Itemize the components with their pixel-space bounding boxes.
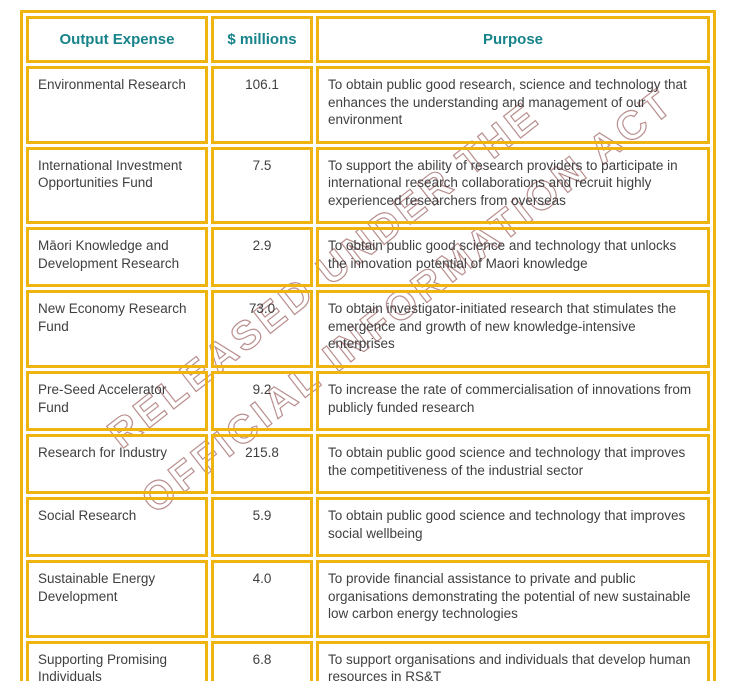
table-row: Sustainable Energy Development 4.0 To pr…: [26, 560, 710, 638]
expense-cell: Māori Knowledge and Development Research: [26, 227, 208, 288]
purpose-cell: To provide financial assistance to priva…: [316, 560, 710, 638]
amount-cell: 9.2: [211, 371, 313, 432]
amount-cell: 5.9: [211, 497, 313, 558]
table-row: Environmental Research 106.1 To obtain p…: [26, 66, 710, 144]
expense-cell: Supporting Promising Individuals: [26, 640, 208, 681]
purpose-cell: To obtain public good research, science …: [316, 66, 710, 144]
expense-cell: Sustainable Energy Development: [26, 560, 208, 638]
expense-cell: New Economy Research Fund: [26, 290, 208, 369]
table-row: Māori Knowledge and Development Research…: [26, 227, 710, 288]
header-row: Output Expense $ millions Purpose: [26, 16, 710, 63]
amount-cell: 4.0: [211, 560, 313, 638]
amount-cell: 7.5: [211, 146, 313, 225]
purpose-cell: To obtain investigator-initiated researc…: [316, 290, 710, 369]
amount-cell: 215.8: [211, 434, 313, 495]
expense-cell: International Investment Opportunities F…: [26, 146, 208, 225]
purpose-cell: To increase the rate of commercialisatio…: [316, 371, 710, 432]
purpose-cell: To support organisations and individuals…: [316, 640, 710, 681]
amount-cell: 73.0: [211, 290, 313, 369]
col-header-millions: $ millions: [211, 16, 313, 63]
table-row: Supporting Promising Individuals 6.8 To …: [26, 640, 710, 681]
col-header-purpose: Purpose: [316, 16, 710, 63]
amount-cell: 106.1: [211, 66, 313, 144]
purpose-cell: To obtain public good science and techno…: [316, 434, 710, 495]
purpose-cell: To obtain public good science and techno…: [316, 227, 710, 288]
amount-cell: 6.8: [211, 640, 313, 681]
table-row: New Economy Research Fund 73.0 To obtain…: [26, 290, 710, 369]
expense-cell: Research for Industry: [26, 434, 208, 495]
expense-cell: Environmental Research: [26, 66, 208, 144]
col-header-output-expense: Output Expense: [26, 16, 208, 63]
amount-cell: 2.9: [211, 227, 313, 288]
purpose-cell: To support the ability of research provi…: [316, 146, 710, 225]
output-expense-table: Output Expense $ millions Purpose Enviro…: [20, 10, 716, 681]
table-row: Pre-Seed Accelerator Fund 9.2 To increas…: [26, 371, 710, 432]
expense-cell: Social Research: [26, 497, 208, 558]
table-row: International Investment Opportunities F…: [26, 146, 710, 225]
expense-cell: Pre-Seed Accelerator Fund: [26, 371, 208, 432]
table-row: Social Research 5.9 To obtain public goo…: [26, 497, 710, 558]
table-row: Research for Industry 215.8 To obtain pu…: [26, 434, 710, 495]
purpose-cell: To obtain public good science and techno…: [316, 497, 710, 558]
